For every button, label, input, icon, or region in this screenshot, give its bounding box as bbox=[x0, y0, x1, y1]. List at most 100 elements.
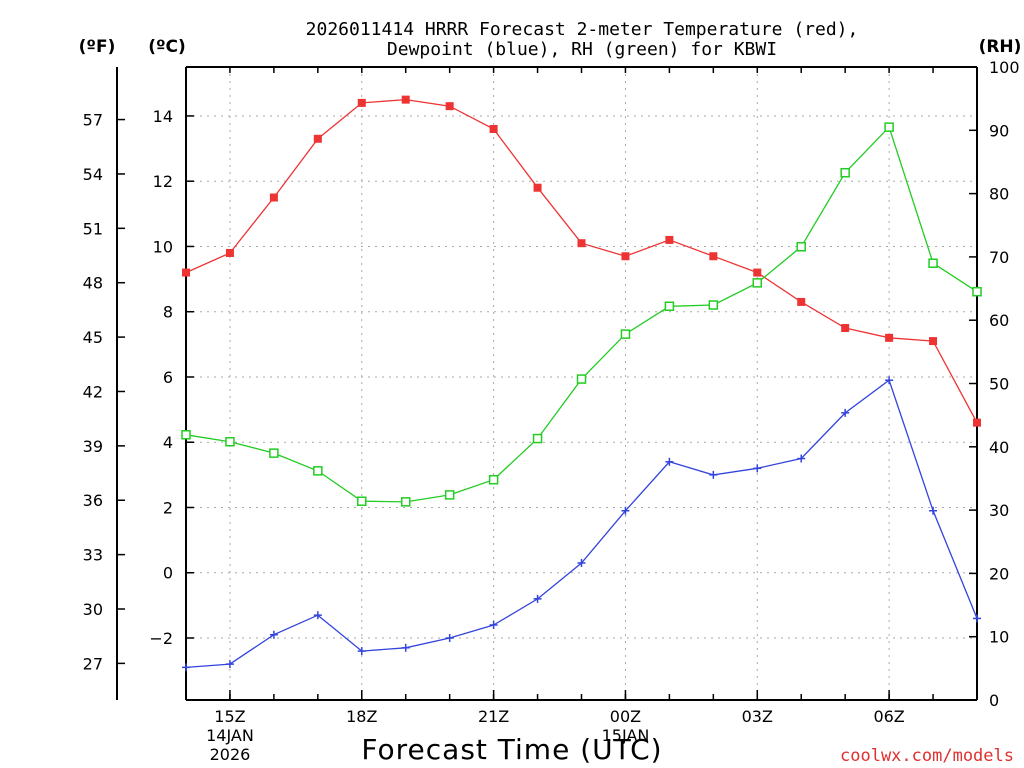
temperature-point bbox=[797, 297, 806, 306]
temperature-point bbox=[753, 268, 762, 277]
x-tick-label: 21Z bbox=[478, 707, 509, 726]
rh-point bbox=[269, 448, 279, 458]
temperature-point bbox=[929, 337, 938, 346]
dewpoint-point bbox=[182, 663, 190, 672]
dewpoint-point bbox=[929, 506, 938, 515]
temperature-point bbox=[269, 193, 278, 202]
fahrenheit-tick-label: 33 bbox=[83, 546, 103, 565]
temperature-point bbox=[357, 98, 366, 107]
rh-tick-label: 70 bbox=[989, 248, 1009, 267]
rh-tick-label: 10 bbox=[989, 628, 1009, 647]
dewpoint-point bbox=[269, 630, 278, 639]
temperature-series bbox=[182, 95, 981, 427]
chart-title: 2026011414 HRRR Forecast 2-meter Tempera… bbox=[306, 19, 859, 40]
fahrenheit-tick-label: 42 bbox=[83, 382, 103, 401]
dewpoint-point bbox=[709, 470, 718, 479]
fahrenheit-tick-label: 27 bbox=[83, 654, 103, 673]
celsius-tick-label: 2 bbox=[163, 498, 173, 517]
dewpoint-point bbox=[401, 643, 410, 652]
dewpoint-point bbox=[225, 660, 234, 669]
data-series bbox=[181, 95, 982, 672]
rh-point bbox=[928, 258, 938, 268]
celsius-tick-label: 10 bbox=[153, 237, 173, 256]
dewpoint-point bbox=[973, 614, 981, 623]
celsius-tick-label: −2 bbox=[149, 629, 173, 648]
temperature-point bbox=[313, 134, 322, 143]
x-tick-label: 06Z bbox=[873, 707, 904, 726]
fahrenheit-tick-label: 57 bbox=[83, 111, 103, 130]
rh-point bbox=[444, 490, 455, 500]
temperature-point bbox=[577, 239, 586, 248]
rh-point bbox=[796, 242, 806, 252]
rh-point bbox=[620, 329, 631, 339]
temperature-point bbox=[445, 102, 454, 111]
dewpoint-point bbox=[533, 594, 542, 603]
rh-point bbox=[576, 374, 587, 384]
rh-tick-label: 50 bbox=[989, 375, 1009, 394]
rh-tick-label: 30 bbox=[989, 501, 1009, 520]
temperature-line bbox=[185, 98, 978, 424]
rh-point bbox=[840, 167, 850, 178]
x-tick-label: 03Z bbox=[742, 707, 773, 726]
rh-tick-label: 80 bbox=[989, 185, 1009, 204]
temperature-point bbox=[709, 252, 718, 261]
rh-point bbox=[488, 474, 499, 485]
rh-tick-label: 40 bbox=[989, 438, 1009, 457]
rh-unit-label: (RH) bbox=[979, 37, 1022, 57]
dewpoint-point bbox=[313, 611, 322, 620]
dewpoint-series bbox=[182, 376, 981, 672]
fahrenheit-tick-label: 36 bbox=[83, 491, 103, 510]
rh-point bbox=[884, 122, 894, 132]
temperature-point bbox=[533, 183, 542, 192]
x-tick-label: 2026 bbox=[210, 745, 251, 764]
rh-tick-label: 60 bbox=[989, 311, 1009, 330]
x-tick-label: 15Z bbox=[214, 707, 245, 726]
tick-marks: −2 0 2 4 6 8 10 12 14 27 30 33 36 39 42 45 48 51 54 57 0 10 20… bbox=[83, 58, 1020, 764]
temperature-point bbox=[885, 333, 894, 342]
x-tick-label: 00Z bbox=[610, 707, 641, 726]
rh-tick-label: 90 bbox=[989, 121, 1009, 140]
fahrenheit-tick-label: 51 bbox=[83, 219, 103, 238]
rh-point bbox=[313, 466, 323, 476]
temperature-point bbox=[973, 418, 981, 427]
rh-point bbox=[664, 301, 675, 312]
fahrenheit-tick-label: 45 bbox=[83, 328, 103, 347]
dewpoint-point bbox=[577, 558, 586, 567]
dewpoint-point bbox=[357, 647, 366, 656]
rh-point bbox=[752, 278, 763, 288]
x-axis-title: Forecast Time (UTC) bbox=[361, 733, 662, 766]
dewpoint-point bbox=[665, 457, 674, 466]
fahrenheit-tick-label: 39 bbox=[83, 437, 103, 456]
rh-tick-label: 0 bbox=[989, 691, 999, 710]
rh-point bbox=[181, 430, 191, 440]
dewpoint-point bbox=[445, 634, 454, 643]
fahrenheit-tick-label: 48 bbox=[83, 274, 103, 293]
temperature-point bbox=[841, 324, 850, 333]
temperature-point bbox=[182, 268, 190, 277]
credit-text: coolwx.com/models bbox=[840, 746, 1014, 766]
celsius-tick-label: 6 bbox=[163, 368, 173, 387]
fahrenheit-unit-label: (ºF) bbox=[79, 37, 116, 57]
rh-point bbox=[708, 300, 719, 310]
dewpoint-point bbox=[885, 376, 894, 385]
rh-point bbox=[357, 496, 367, 506]
rh-tick-label: 100 bbox=[989, 58, 1020, 77]
temperature-point bbox=[401, 95, 410, 104]
chart-subtitle: Dewpoint (blue), RH (green) for KBWI bbox=[387, 39, 777, 60]
temperature-point bbox=[489, 124, 498, 133]
x-tick-label: 14JAN bbox=[206, 726, 254, 745]
dewpoint-point bbox=[797, 454, 806, 463]
rh-point bbox=[532, 433, 543, 444]
dewpoint-point bbox=[621, 506, 630, 515]
celsius-tick-label: 14 bbox=[153, 107, 173, 126]
x-tick-label: 18Z bbox=[346, 707, 377, 726]
x-tick-label: 15JAN bbox=[602, 726, 650, 745]
temperature-point bbox=[665, 235, 674, 244]
rh-point bbox=[972, 286, 982, 297]
celsius-tick-label: 8 bbox=[163, 303, 173, 322]
rh-point bbox=[400, 497, 411, 507]
celsius-tick-label: 0 bbox=[163, 564, 173, 583]
celsius-tick-label: 12 bbox=[153, 172, 173, 191]
temperature-point bbox=[621, 252, 630, 261]
